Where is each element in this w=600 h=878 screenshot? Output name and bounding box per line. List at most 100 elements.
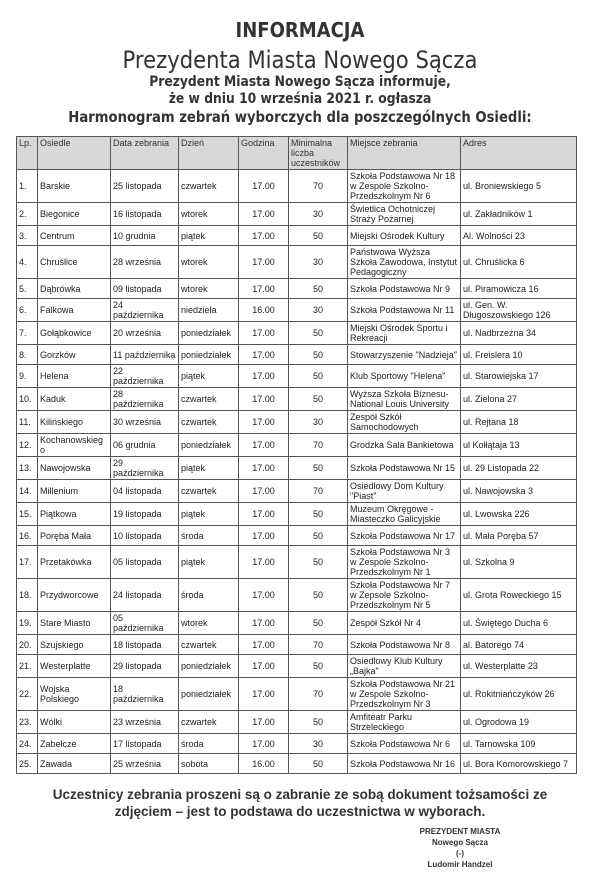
table-row: 12. Kochanowskiego 06 grudnia poniedziałek 1… xyxy=(16,433,577,457)
table-cell: ul. Świętego Ducha 6 xyxy=(460,611,577,635)
table-cell: 19. xyxy=(16,611,38,635)
intro-line-2: że w dniu 10 września 2021 r. ogłasza xyxy=(168,91,432,107)
table-cell: 16.00 xyxy=(238,753,289,774)
table-cell: Szkoła Podstawowa Nr 9 xyxy=(347,278,461,299)
table-cell: Grodzka Sala Bankietowa xyxy=(347,433,461,457)
table-cell: wtorek xyxy=(178,245,239,279)
table-cell: Kaduk xyxy=(37,387,111,411)
table-cell: Barskie xyxy=(37,169,111,203)
table-cell: 23. xyxy=(16,710,38,734)
table-cell: Szkoła Podstawowa Nr 16 xyxy=(347,753,461,774)
intro-line-1: Prezydent Miasta Nowego Sącza informuje, xyxy=(149,74,451,90)
table-cell: Szkoła Podstawowa Nr 7 w Zepsole Szkolno… xyxy=(347,578,461,612)
table-cell: Zespół Szkół Nr 4 xyxy=(347,611,461,635)
table-cell: Przydworcowe xyxy=(37,578,111,612)
table-cell: piątek xyxy=(178,225,239,246)
table-cell: 50 xyxy=(288,225,348,246)
signature-line: PREZYDENT MIASTA xyxy=(419,827,501,836)
table-cell: 19 listopada xyxy=(110,502,179,526)
table-cell: 14. xyxy=(16,479,38,503)
table-cell: 05 października xyxy=(110,611,179,635)
table-cell: 50 xyxy=(288,654,348,678)
table-row: 19. Stare Miasto 05 października wtorek 17.0… xyxy=(16,611,577,635)
table-cell: 06 grudnia xyxy=(110,433,179,457)
table-cell: 50 xyxy=(288,456,348,480)
table-cell: Poręba Mała xyxy=(37,525,111,546)
table-cell: 09 listopada xyxy=(110,278,179,299)
table-cell: Amfiteatr Parku Strzeleckiego xyxy=(347,710,461,734)
table-cell: 17.00 xyxy=(238,387,289,411)
table-cell: 12. xyxy=(16,433,38,457)
table-cell: ul. Rejtana 18 xyxy=(460,410,577,434)
table-cell: czwartek xyxy=(178,710,239,734)
table-cell: wtorek xyxy=(178,278,239,299)
table-cell: 17.00 xyxy=(238,364,289,388)
table-cell: 50 xyxy=(288,525,348,546)
table-cell: czwartek xyxy=(178,634,239,655)
table-cell: Centrum xyxy=(37,225,111,246)
table-cell: ul. 29 Listopada 22 xyxy=(460,456,577,480)
table-cell: środa xyxy=(178,525,239,546)
signature-line: (-) xyxy=(456,849,464,858)
table-cell: ul. Grota Roweckiego 15 xyxy=(460,578,577,612)
table-cell: Piątkowa xyxy=(37,502,111,526)
table-cell: 17.00 xyxy=(238,410,289,434)
table-cell: ul. Broniewskiego 5 xyxy=(460,169,577,203)
table-row: 5. Dąbrówka 09 listopada wtorek 17.00 50 Szkoł… xyxy=(16,278,577,299)
table-cell: 17.00 xyxy=(238,433,289,457)
table-row: 18. Przydworcowe 24 listopada środa 17.00 50 S… xyxy=(16,578,577,612)
table-cell: 50 xyxy=(288,344,348,365)
table-cell: Szkoła Podstawowa Nr 21 w Zespole Szkoln… xyxy=(347,677,461,711)
table-cell: Osiedlowy Dom Kultury "Piast" xyxy=(347,479,461,503)
table-cell: 17 listopada xyxy=(110,733,179,754)
table-cell: piątek xyxy=(178,364,239,388)
table-cell: 50 xyxy=(288,710,348,734)
table-cell: Przetakówka xyxy=(37,545,111,579)
table-cell: 30 xyxy=(288,410,348,434)
table-row: 25. Zawada 25 września sobota 16.00 50 Szkoła … xyxy=(16,753,577,774)
table-cell: 28 września xyxy=(110,245,179,279)
table-cell: 15. xyxy=(16,502,38,526)
table-cell: Millenium xyxy=(37,479,111,503)
table-cell: 21. xyxy=(16,654,38,678)
column-header: Miejsce zebrania xyxy=(347,136,461,170)
table-cell: ul. Nadbrzeżna 34 xyxy=(460,321,577,345)
table-cell: 50 xyxy=(288,364,348,388)
table-cell: 17.00 xyxy=(238,321,289,345)
table-cell: 4. xyxy=(16,245,38,279)
table-cell: 50 xyxy=(288,321,348,345)
footer-note-line-2: zdjęciem – jest to podstawa do uczestnic… xyxy=(114,804,486,819)
schedule-table: Lp. Osiedle Data zebrania Dzień Godzina Minim… xyxy=(16,136,577,774)
table-cell: 16 listopada xyxy=(110,202,179,226)
table-cell: ul. Piramowicza 16 xyxy=(460,278,577,299)
table-cell: czwartek xyxy=(178,169,239,203)
table-cell: Wólki xyxy=(37,710,111,734)
table-cell: Gorzków xyxy=(37,344,111,365)
table-cell: 17.00 xyxy=(238,525,289,546)
table-cell: ul. Zakładników 1 xyxy=(460,202,577,226)
table-cell: ul. Lwowska 226 xyxy=(460,502,577,526)
table-cell: al. Batorego 74 xyxy=(460,634,577,655)
table-cell: Miejski Ośrodek Sportu i Rekreacji xyxy=(347,321,461,345)
table-row: 13. Nawojowska 29 października piątek 17.00 5… xyxy=(16,456,577,480)
table-cell: piątek xyxy=(178,456,239,480)
table-cell: Gołąbkowice xyxy=(37,321,111,345)
table-cell: 50 xyxy=(288,387,348,411)
table-cell: 05 listopada xyxy=(110,545,179,579)
table-cell: poniedziałek xyxy=(178,654,239,678)
table-cell: ul. Zielona 27 xyxy=(460,387,577,411)
table-cell: 16.00 xyxy=(238,298,289,322)
table-cell: Szkoła Podstawowa Nr 18 w Zespole Szkoln… xyxy=(347,169,461,203)
table-cell: Kilińskiego xyxy=(37,410,111,434)
table-row: 16. Poręba Mała 10 listopada środa 17.00 50 Sz… xyxy=(16,525,577,546)
table-cell: Miejski Ośrodek Kultury xyxy=(347,225,461,246)
table-row: 3. Centrum 10 grudnia piątek 17.00 50 Miejski … xyxy=(16,225,577,246)
table-cell: ul. Mała Poręba 57 xyxy=(460,525,577,546)
table-row: 15. Piątkowa 19 listopada piątek 17.00 50 Muze… xyxy=(16,502,577,526)
table-cell: 22. xyxy=(16,677,38,711)
table-cell: 10 grudnia xyxy=(110,225,179,246)
table-cell: ul. Starowiejska 17 xyxy=(460,364,577,388)
table-cell: Dąbrówka xyxy=(37,278,111,299)
table-cell: 29 listopada xyxy=(110,654,179,678)
table-cell: 17.00 xyxy=(238,225,289,246)
